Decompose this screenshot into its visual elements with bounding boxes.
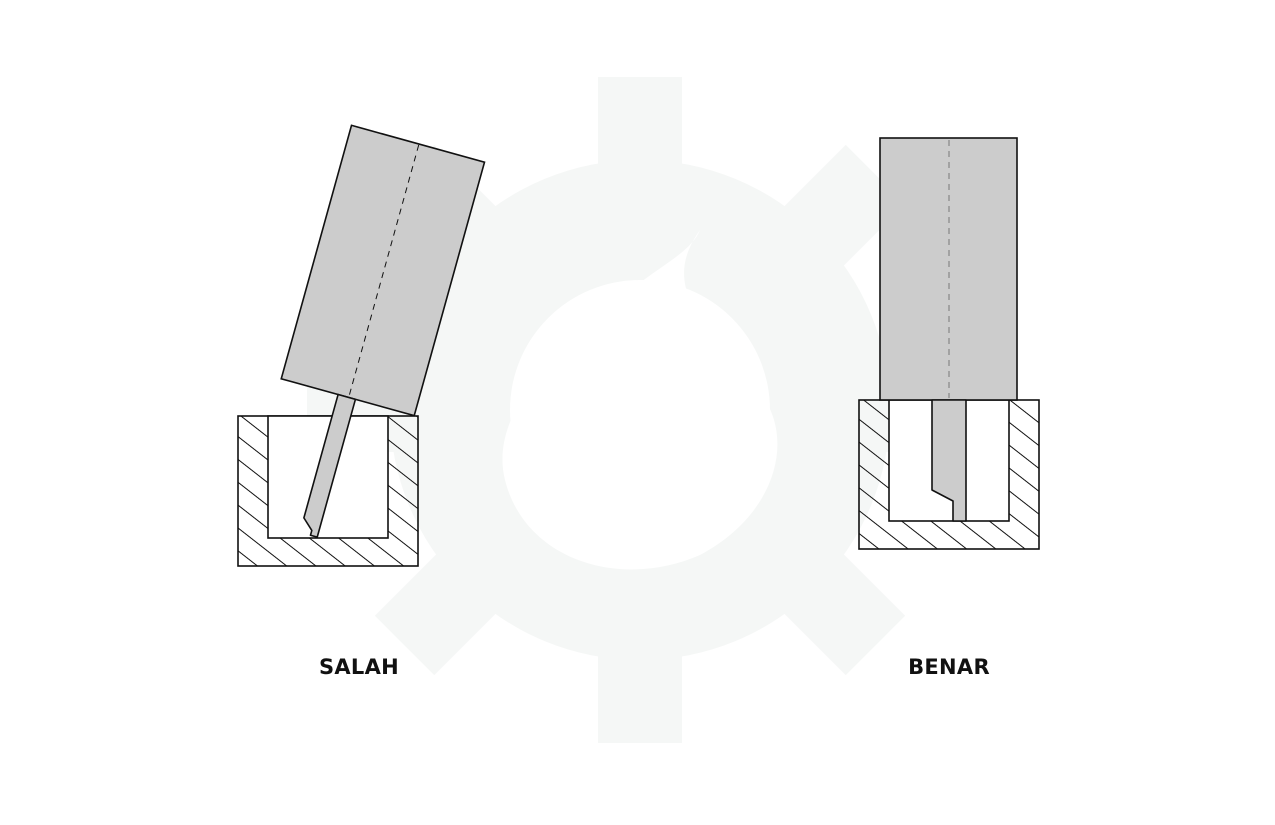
label-right: BENAR: [908, 655, 990, 679]
right-example: [858, 137, 1040, 550]
wrong-example: [237, 124, 486, 567]
boring-bar: [303, 393, 357, 538]
tool-holder-body: [879, 137, 1018, 401]
flame-icon: [502, 230, 778, 570]
boring-bar: [931, 399, 967, 522]
right-tool-straight: [879, 137, 1018, 522]
label-wrong: SALAH: [318, 655, 400, 679]
wrong-tool-tilted: [280, 124, 486, 538]
